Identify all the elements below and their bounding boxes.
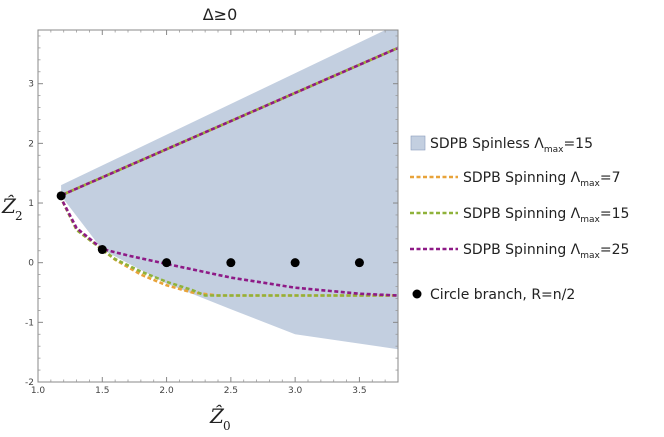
legend-label-circle-branch: Circle branch, R=n/2: [430, 287, 575, 303]
legend-label-spinning-7: SDPB Spinning Λmax=7: [463, 170, 621, 189]
legend: SDPB Spinless Λmax=15 SDPB Spinning Λmax=…: [410, 135, 629, 303]
chart-title: Δ≥0: [203, 5, 238, 24]
legend-label-spinless: SDPB Spinless Λmax=15: [430, 136, 593, 155]
y-tick-label: -2: [25, 378, 34, 388]
circle-branch-point-2: [162, 258, 172, 268]
circle-branch-point-3: [226, 258, 236, 268]
x-axis-label-main: Ẑ: [209, 404, 225, 428]
series-line-upper-25: [59, 46, 398, 198]
x-axis-label: Ẑ 0: [209, 404, 231, 433]
x-axis-label-subscript: 0: [223, 419, 231, 433]
x-tick-label: 1.5: [95, 386, 109, 396]
y-tick-label: 1: [28, 199, 34, 209]
circle-branch-point-0: [56, 191, 66, 201]
x-tick-label: 2.0: [159, 386, 174, 396]
y-tick-label: 0: [28, 259, 34, 269]
y-tick-label: 2: [28, 139, 34, 149]
y-axis-label: Ẑ 2: [1, 194, 23, 223]
legend-swatch-spinless: [410, 135, 426, 151]
x-tick-label: 3.0: [288, 386, 303, 396]
y-tick-label: -1: [25, 318, 34, 328]
legend-label-spinning-25: SDPB Spinning Λmax=25: [463, 242, 629, 261]
legend-swatch-circle-branch: [412, 289, 422, 299]
circle-branch-point-4: [290, 258, 300, 268]
region-spinless: [61, 30, 398, 350]
series-line-lower-25: [58, 195, 398, 297]
y-axis-label-main: Ẑ: [1, 194, 17, 218]
y-axis-label-subscript: 2: [15, 209, 23, 223]
x-tick-label: 3.5: [352, 386, 366, 396]
circle-branch-point-5: [354, 258, 364, 268]
x-tick-label: 2.5: [224, 386, 238, 396]
plot-area: 1.0 1.5 2.0 2.5 3.0 3.5 -2 -1 0 1 2 3: [25, 29, 399, 396]
x-tick-label: 1.0: [31, 386, 46, 396]
y-tick-label: 3: [28, 80, 34, 90]
circle-branch-point-1: [97, 245, 107, 255]
legend-label-spinning-15: SDPB Spinning Λmax=15: [463, 206, 629, 225]
